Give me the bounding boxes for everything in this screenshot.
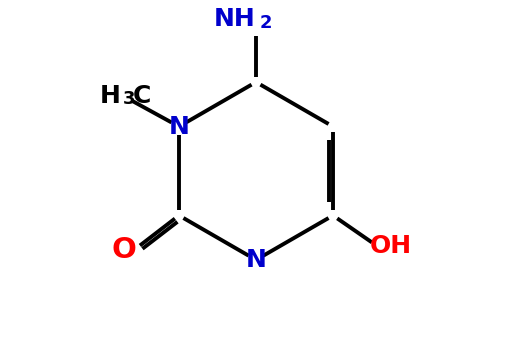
Text: H: H — [100, 84, 121, 108]
Text: OH: OH — [369, 234, 412, 258]
Text: NH: NH — [214, 7, 256, 31]
Text: 3: 3 — [122, 90, 135, 108]
Text: O: O — [112, 236, 137, 264]
Text: C: C — [133, 84, 151, 108]
Text: N: N — [246, 248, 266, 272]
Text: 2: 2 — [260, 14, 272, 32]
Text: N: N — [168, 115, 189, 139]
